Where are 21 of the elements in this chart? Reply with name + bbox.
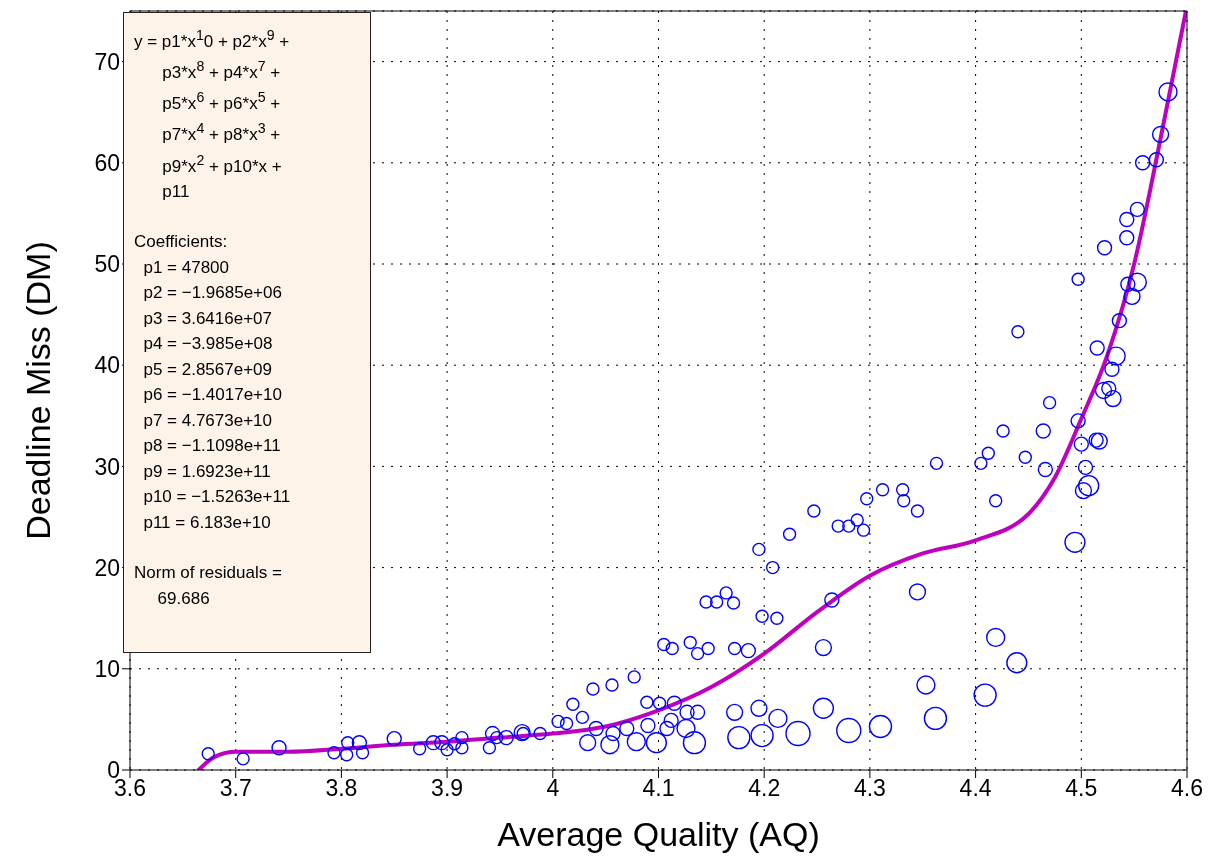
y-tick-label: 70 xyxy=(94,48,120,75)
x-tick-label: 4.6 xyxy=(1171,775,1203,802)
y-tick-label: 20 xyxy=(94,554,120,581)
y-tick-label: 10 xyxy=(94,655,120,682)
y-tick-label: 50 xyxy=(94,251,120,278)
x-tick-label: 3.8 xyxy=(325,775,358,802)
x-tick-label: 4.2 xyxy=(748,775,781,802)
x-tick-label: 4 xyxy=(546,775,560,802)
x-tick-label: 4.1 xyxy=(642,775,675,802)
y-axis-title: Deadline Miss (DM) xyxy=(19,241,57,540)
x-tick-label: 3.7 xyxy=(219,775,252,802)
x-tick-label: 4.4 xyxy=(959,775,992,802)
note-box: y = p1*x$^{1}$0 + p2*x$^{9}$ + p3*x$^{8}$ + p4*x$^{7}$ + p5*x$^{6}$ + p6*x$^{5}$ + p7*x$^{4}$ + p8*x$^{3}$ + p9*x$^{2}$ + p10*x + p11 Coefficients: p1 = 47800 p2 = −1.9685e+06 p3 = 3.6416e+07 p4 = −3.985e+08 p5 = 2.8567e+09 p6 = −1.4017e+10 p7 = 4.7673e+10 p8 = −1.1098e+11 p9 = 1.6923e+11 p10 = −1.5263e+11 p11 = 6.183e+10 Norm of residuals = 69.686 xyxy=(123,12,371,653)
y-tick-label: 40 xyxy=(94,352,120,379)
x-tick-label: 3.9 xyxy=(431,775,464,802)
y-tick-label: 30 xyxy=(94,453,120,480)
annotation: Norm of residuals = 69.686 xyxy=(134,562,283,610)
x-tick-label: 4.3 xyxy=(853,775,886,802)
x-tick-label: 4.5 xyxy=(1065,775,1098,802)
y-tick-label: 60 xyxy=(94,149,120,176)
x-axis-title: Average Quality (AQ) xyxy=(497,815,820,853)
